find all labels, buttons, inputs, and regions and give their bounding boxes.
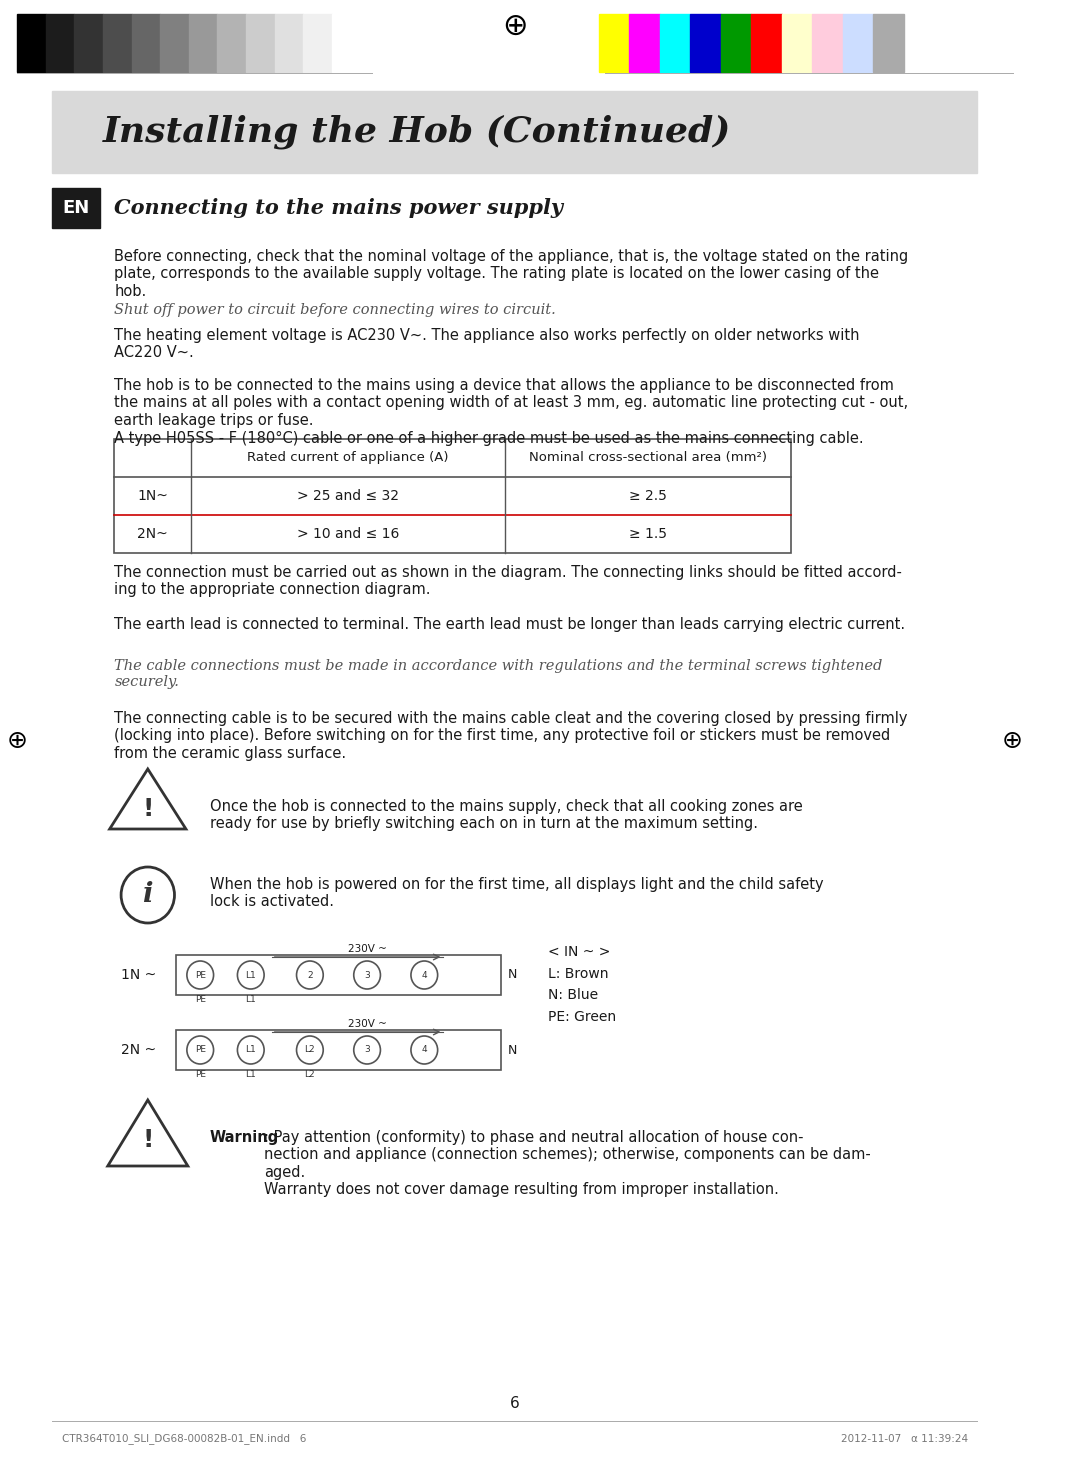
Text: EN: EN: [63, 198, 90, 218]
Bar: [103, 13, 132, 73]
Text: < IN ~ >
L: Brown
N: Blue
PE: Green: < IN ~ > L: Brown N: Blue PE: Green: [549, 945, 617, 1023]
Text: L2: L2: [305, 1069, 315, 1080]
Bar: [752, 13, 782, 73]
Bar: [17, 13, 45, 73]
Text: 3: 3: [364, 1046, 370, 1054]
Text: N: N: [509, 1044, 517, 1056]
Text: !: !: [143, 1129, 153, 1152]
Bar: [598, 13, 630, 73]
Text: 230V ~: 230V ~: [348, 943, 387, 954]
Text: Warning: Warning: [210, 1130, 279, 1145]
Text: Installing the Hob (Continued): Installing the Hob (Continued): [103, 114, 731, 150]
Text: The earth lead is connected to terminal. The earth lead must be longer than lead: The earth lead is connected to terminal.…: [114, 618, 905, 632]
Bar: [842, 13, 874, 73]
Text: ⊕: ⊕: [502, 12, 528, 40]
Text: The connection must be carried out as shown in the diagram. The connecting links: The connection must be carried out as sh…: [114, 564, 902, 597]
Bar: [45, 13, 75, 73]
Text: 4: 4: [421, 970, 427, 979]
Text: Shut off power to circuit before connecting wires to circuit.: Shut off power to circuit before connect…: [114, 304, 556, 317]
Text: Before connecting, check that the nominal voltage of the appliance, that is, the: Before connecting, check that the nomina…: [114, 249, 908, 299]
Bar: [189, 13, 217, 73]
Text: PE: PE: [194, 970, 205, 979]
Text: !: !: [143, 797, 153, 820]
Bar: [217, 13, 246, 73]
Bar: [874, 13, 904, 73]
Text: 2N~: 2N~: [137, 527, 167, 541]
Bar: [630, 13, 660, 73]
Text: i: i: [143, 881, 153, 908]
Text: Rated current of appliance (A): Rated current of appliance (A): [247, 452, 449, 465]
Text: L1: L1: [245, 1069, 256, 1080]
Text: 2: 2: [307, 970, 313, 979]
Text: 4: 4: [421, 1046, 427, 1054]
Text: Once the hob is connected to the mains supply, check that all cooking zones are
: Once the hob is connected to the mains s…: [210, 800, 802, 831]
Text: ≥ 2.5: ≥ 2.5: [630, 489, 667, 504]
Text: > 25 and ≤ 32: > 25 and ≤ 32: [297, 489, 399, 504]
Bar: [332, 13, 361, 73]
Text: Connecting to the mains power supply: Connecting to the mains power supply: [114, 198, 564, 218]
Bar: [246, 13, 274, 73]
Bar: [812, 13, 842, 73]
Bar: [660, 13, 690, 73]
Bar: [782, 13, 812, 73]
Text: ≥ 1.5: ≥ 1.5: [630, 527, 667, 541]
Text: PE: PE: [194, 995, 205, 1004]
Bar: [690, 13, 720, 73]
Text: When the hob is powered on for the first time, all displays light and the child : When the hob is powered on for the first…: [210, 877, 823, 909]
Text: L1: L1: [245, 1046, 256, 1054]
Text: L1: L1: [245, 995, 256, 1004]
Text: 2012-11-07   α 11:39:24: 2012-11-07 α 11:39:24: [840, 1434, 968, 1444]
Text: L1: L1: [245, 970, 256, 979]
Text: A type H05SS - F (180°C) cable or one of a higher grade must be used as the main: A type H05SS - F (180°C) cable or one of…: [114, 431, 864, 446]
Text: : Pay attention (conformity) to phase and neutral allocation of house con-
necti: : Pay attention (conformity) to phase an…: [265, 1130, 870, 1197]
Bar: [720, 13, 752, 73]
Text: Nominal cross-sectional area (mm²): Nominal cross-sectional area (mm²): [529, 452, 768, 465]
Text: 1N ~: 1N ~: [121, 969, 157, 982]
Text: ⊕: ⊕: [6, 729, 28, 752]
Text: 6: 6: [510, 1395, 519, 1410]
Text: 230V ~: 230V ~: [348, 1019, 387, 1029]
Text: The cable connections must be made in accordance with regulations and the termin: The cable connections must be made in ac…: [114, 659, 882, 689]
Text: 3: 3: [364, 970, 370, 979]
Text: > 10 and ≤ 16: > 10 and ≤ 16: [297, 527, 400, 541]
Bar: [53, 188, 100, 228]
Text: PE: PE: [194, 1069, 205, 1080]
Bar: [303, 13, 332, 73]
Text: CTR364T010_SLI_DG68-00082B-01_EN.indd   6: CTR364T010_SLI_DG68-00082B-01_EN.indd 6: [62, 1434, 307, 1444]
Bar: [132, 13, 160, 73]
Bar: [274, 13, 303, 73]
Text: 2N ~: 2N ~: [121, 1043, 157, 1057]
Bar: [53, 90, 977, 173]
Text: PE: PE: [194, 1046, 205, 1054]
Text: ⊕: ⊕: [1002, 729, 1023, 752]
Text: The connecting cable is to be secured with the mains cable cleat and the coverin: The connecting cable is to be secured wi…: [114, 711, 908, 761]
Text: N: N: [509, 969, 517, 982]
Text: The heating element voltage is AC230 V~. The appliance also works perfectly on o: The heating element voltage is AC230 V~.…: [114, 327, 860, 360]
Text: L2: L2: [305, 1046, 315, 1054]
Text: The hob is to be connected to the mains using a device that allows the appliance: The hob is to be connected to the mains …: [114, 378, 908, 428]
Bar: [160, 13, 189, 73]
Text: 1N~: 1N~: [137, 489, 168, 504]
Bar: [176, 1029, 500, 1069]
Bar: [75, 13, 103, 73]
Bar: [114, 438, 792, 552]
Bar: [176, 955, 500, 995]
